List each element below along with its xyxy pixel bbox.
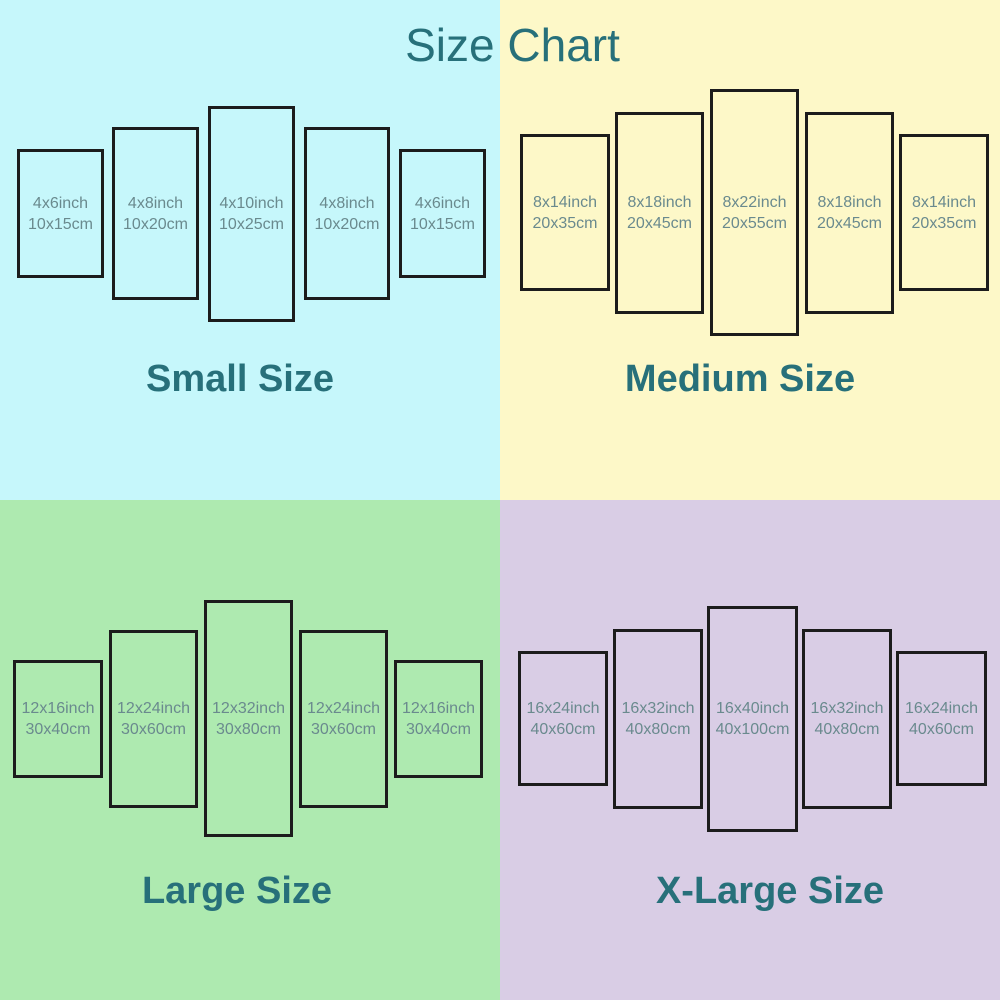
panel-inch-size: 8x14inch <box>911 193 977 211</box>
medium-panel-2: 8x18inch 20x45cm <box>615 112 704 314</box>
xlarge-panel-3: 16x40inch 40x100cm <box>707 606 798 832</box>
panel-cm-size: 40x60cm <box>909 720 974 738</box>
large-panel-5: 12x16inch 30x40cm <box>394 660 483 778</box>
medium-panel-3: 8x22inch 20x55cm <box>710 89 799 336</box>
panel-cm-size: 20x35cm <box>532 214 598 232</box>
large-panel-3: 12x32inch 30x80cm <box>204 600 293 837</box>
small-panel-4: 4x8inch 10x20cm <box>304 127 390 300</box>
xlarge-panel-4: 16x32inch 40x80cm <box>802 629 892 809</box>
panel-cm-size: 30x40cm <box>25 721 91 738</box>
panel-inch-size: 8x22inch <box>722 193 787 211</box>
panel-cm-size: 20x35cm <box>911 214 977 232</box>
panel-inch-size: 4x6inch <box>32 194 89 212</box>
medium-panel-4: 8x18inch 20x45cm <box>805 112 894 314</box>
large-panel-1: 12x16inch 30x40cm <box>13 660 103 778</box>
xlarge-panel-1: 16x24inch 40x60cm <box>518 651 608 786</box>
panel-cm-size: 10x25cm <box>219 216 284 233</box>
panel-inch-size: 16x24inch <box>905 699 978 717</box>
panel-cm-size: 10x20cm <box>123 215 188 233</box>
panel-inch-size: 8x18inch <box>817 194 882 211</box>
panel-cm-size: 40x60cm <box>530 720 596 738</box>
medium-size-section <box>500 0 1000 500</box>
panel-cm-size: 40x80cm <box>814 721 880 738</box>
panel-cm-size: 40x100cm <box>715 721 790 738</box>
panel-inch-size: 16x40inch <box>716 700 789 717</box>
panel-inch-size: 12x16inch <box>21 700 95 717</box>
panel-inch-size: 12x32inch <box>212 699 285 717</box>
chart-title: Size Chart <box>405 19 620 71</box>
panel-cm-size: 30x40cm <box>406 721 471 738</box>
panel-inch-size: 4x8inch <box>319 194 375 212</box>
xlarge-size-label: X-Large Size <box>655 870 885 912</box>
medium-size-label: Medium Size <box>624 358 856 400</box>
panel-cm-size: 30x60cm <box>121 721 186 738</box>
xlarge-panel-5: 16x24inch 40x60cm <box>896 651 987 786</box>
panel-inch-size: 8x14inch <box>532 193 598 211</box>
panel-cm-size: 10x20cm <box>314 215 380 233</box>
panel-cm-size: 20x55cm <box>722 214 787 232</box>
small-size-section <box>0 0 500 500</box>
panel-inch-size: 4x8inch <box>127 194 184 212</box>
large-panel-4: 12x24inch 30x60cm <box>299 630 388 808</box>
panel-inch-size: 4x6inch <box>414 194 471 212</box>
panel-cm-size: 10x15cm <box>410 215 475 233</box>
panel-inch-size: 12x24inch <box>117 700 190 717</box>
medium-panel-5: 8x14inch 20x35cm <box>899 134 989 291</box>
panel-inch-size: 16x32inch <box>810 700 884 717</box>
small-size-label: Small Size <box>146 358 334 400</box>
panel-inch-size: 4x10inch <box>219 195 284 212</box>
small-panel-5: 4x6inch 10x15cm <box>399 149 486 278</box>
xlarge-size-section <box>500 500 1000 1000</box>
panel-inch-size: 12x24inch <box>307 700 380 717</box>
small-panel-1: 4x6inch 10x15cm <box>17 149 104 278</box>
panel-inch-size: 8x18inch <box>627 194 692 211</box>
panel-cm-size: 20x45cm <box>817 215 882 232</box>
large-size-section <box>0 500 500 1000</box>
panel-cm-size: 30x80cm <box>216 720 281 738</box>
panel-inch-size: 16x32inch <box>621 700 695 717</box>
panel-inch-size: 12x16inch <box>402 700 475 717</box>
panel-cm-size: 20x45cm <box>627 215 692 232</box>
panel-cm-size: 40x80cm <box>625 721 691 738</box>
xlarge-panel-2: 16x32inch 40x80cm <box>613 629 703 809</box>
medium-panel-1: 8x14inch 20x35cm <box>520 134 610 291</box>
small-panel-2: 4x8inch 10x20cm <box>112 127 199 300</box>
small-panel-3: 4x10inch 10x25cm <box>208 106 295 322</box>
panel-cm-size: 10x15cm <box>28 215 93 233</box>
panel-inch-size: 16x24inch <box>526 699 600 717</box>
panel-cm-size: 30x60cm <box>311 721 376 738</box>
large-size-label: Large Size <box>141 870 333 912</box>
large-panel-2: 12x24inch 30x60cm <box>109 630 198 808</box>
